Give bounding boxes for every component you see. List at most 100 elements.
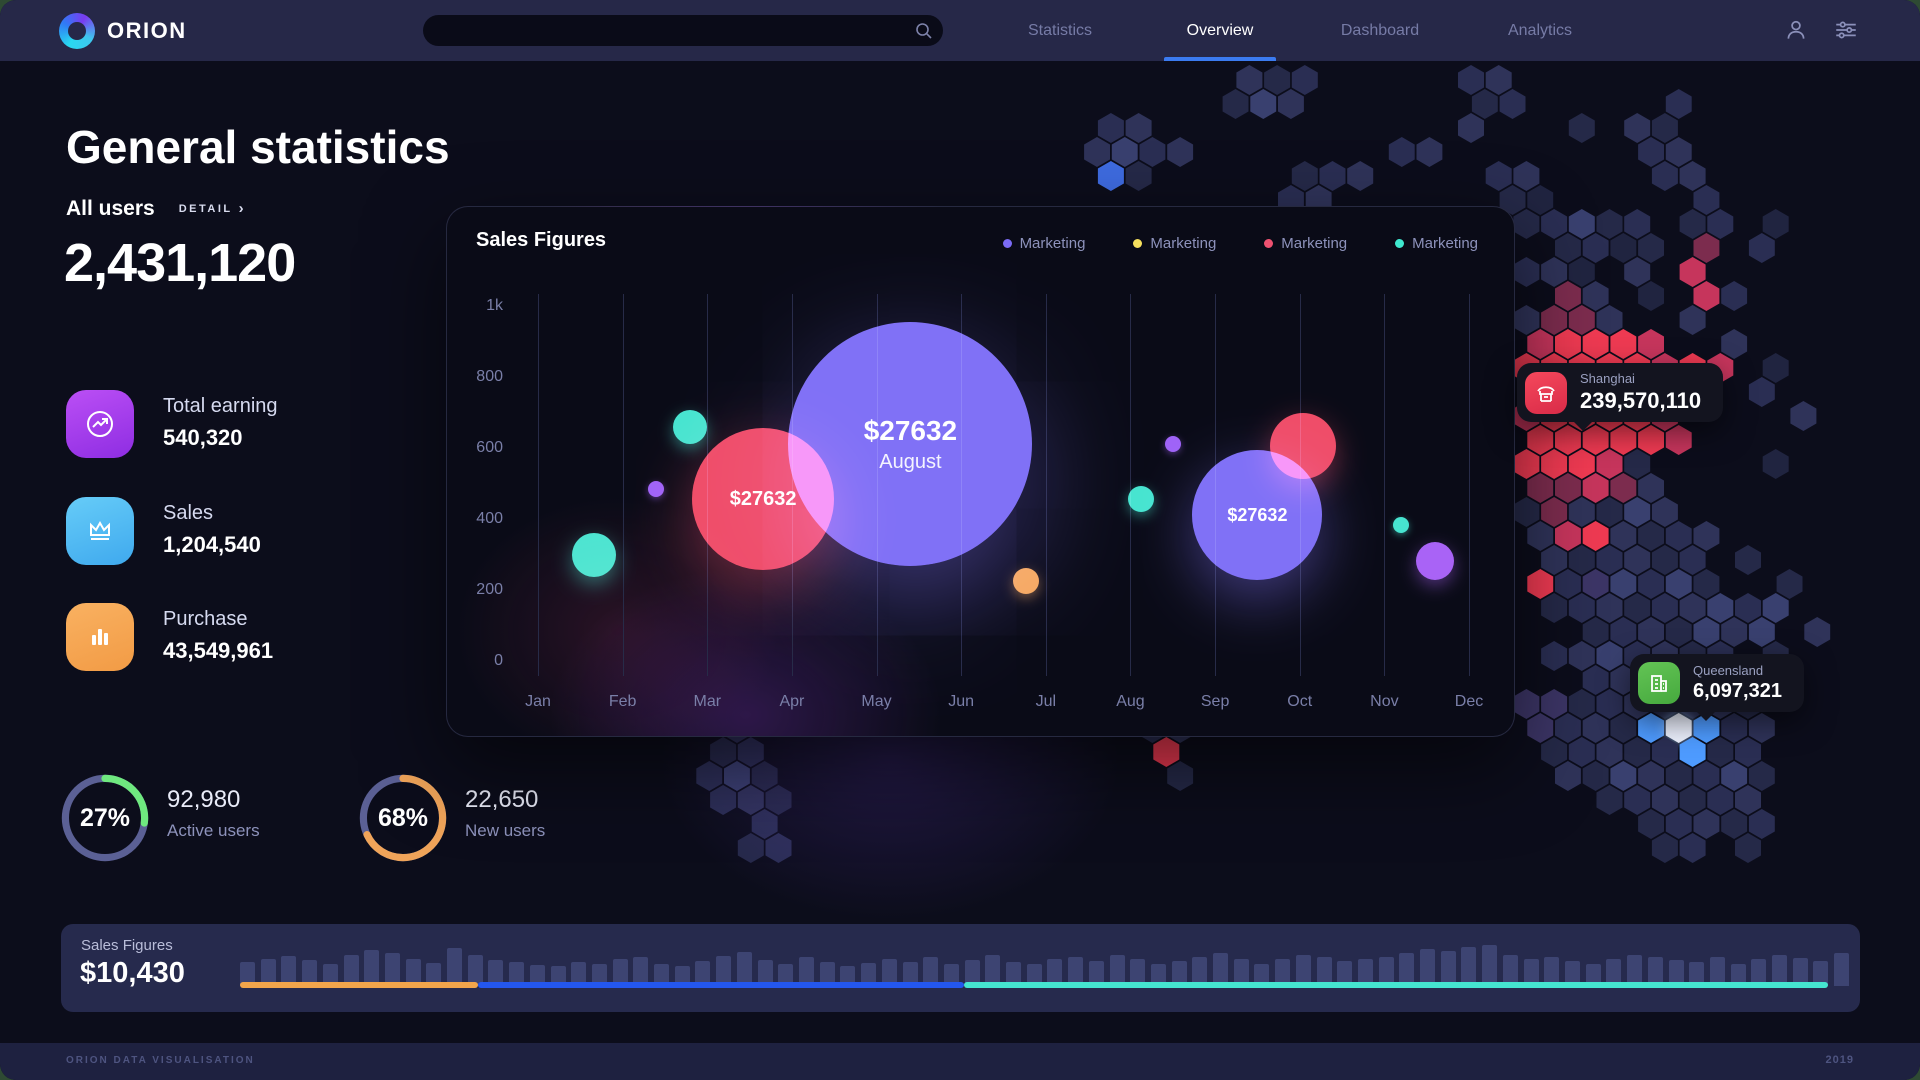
spark-bar	[1254, 964, 1270, 986]
spark-bar	[923, 957, 939, 986]
spark-bar	[405, 959, 421, 986]
total-users-value: 2,431,120	[64, 233, 296, 293]
bubble-value-label: $27632	[863, 414, 958, 446]
chart-bubble[interactable]	[1416, 541, 1455, 580]
legend-dot-icon	[1002, 239, 1012, 248]
spark-bar	[1544, 957, 1560, 986]
chart-bubble[interactable]: $27632 August	[788, 322, 1033, 567]
spark-bar	[716, 956, 732, 986]
tooltip-city: Queensland	[1693, 663, 1764, 678]
gridline	[1469, 294, 1471, 676]
x-axis-label: Aug	[1116, 693, 1145, 710]
spark-bar	[1668, 960, 1684, 986]
spark-bar	[281, 956, 297, 986]
search-icon[interactable]	[909, 16, 939, 46]
spark-bar	[302, 960, 318, 986]
spark-bar	[1337, 961, 1353, 986]
chart-bubble[interactable]: $27632	[1192, 450, 1323, 581]
legend-item[interactable]: Marketing	[1395, 235, 1478, 252]
spark-bar	[1399, 953, 1415, 986]
chart-bubble[interactable]	[571, 532, 616, 577]
spark-bar	[778, 964, 794, 986]
spark-bar	[985, 955, 1001, 986]
spark-bar	[1026, 964, 1042, 986]
stat-label: Total earning	[163, 395, 278, 417]
ring-value: 92,980	[167, 786, 241, 813]
stat-card-total-earning: Total earning 540,320	[66, 390, 278, 458]
footer: ORION DATA VISUALISATION 2019	[0, 1043, 1920, 1080]
spark-bar	[674, 966, 690, 986]
ring-percent: 68%	[377, 803, 429, 832]
spark-bar	[1316, 957, 1332, 986]
tooltip-value: 6,097,321	[1693, 680, 1782, 702]
chart-bubble[interactable]	[1270, 413, 1337, 480]
stat-value: 540,320	[163, 425, 243, 450]
page-title: General statistics	[66, 121, 450, 173]
spark-bar	[1585, 964, 1601, 986]
sparkline-bars	[240, 942, 1850, 986]
spark-bar	[1792, 958, 1808, 986]
spark-bar	[1772, 955, 1788, 986]
legend-item[interactable]: Marketing	[1002, 235, 1085, 252]
spark-bar	[1482, 945, 1498, 986]
spark-bar	[840, 966, 856, 986]
chart-bubble[interactable]	[1128, 486, 1155, 513]
legend-label: Marketing	[1281, 235, 1348, 252]
sparkline-progress	[240, 982, 1828, 988]
spark-bar	[1130, 959, 1146, 986]
map-tooltip-queensland: Queensland 6,097,321	[1630, 654, 1804, 721]
brand-name: ORION	[107, 18, 187, 43]
settings-sliders-icon[interactable]	[1832, 16, 1860, 44]
sparkline-title: Sales Figures	[81, 937, 173, 954]
spark-bar	[1502, 955, 1518, 986]
nav-icons	[1782, 16, 1860, 44]
spark-bar	[1751, 959, 1767, 986]
user-icon[interactable]	[1782, 16, 1810, 44]
nav-links: Statistics Overview Dashboard Analytics	[980, 0, 1620, 61]
building-icon	[1638, 662, 1680, 704]
trend-circle-icon	[66, 390, 134, 458]
search-input[interactable]	[423, 22, 909, 39]
chart-bubble[interactable]	[1013, 567, 1040, 594]
spark-bar	[1006, 962, 1022, 986]
chart-bubble[interactable]	[672, 409, 707, 444]
legend-item[interactable]: Marketing	[1264, 235, 1347, 252]
x-axis-label: Apr	[779, 693, 805, 710]
spark-bar	[571, 962, 587, 986]
spark-bar	[1523, 959, 1539, 986]
spark-bar	[654, 964, 670, 986]
gridline	[538, 294, 539, 676]
nav-item-analytics[interactable]: Analytics	[1507, 21, 1573, 39]
stat-card-sales: Sales 1,204,540	[66, 497, 261, 565]
detail-link[interactable]: DETAIL ›	[178, 200, 247, 217]
map-tooltip-shanghai: Shanghai 239,570,110	[1517, 363, 1724, 431]
spark-bar	[798, 957, 814, 986]
search-bar	[423, 15, 943, 46]
active-users-info: 92,980 Active users	[167, 786, 260, 841]
chart-bubble[interactable]	[1164, 436, 1181, 453]
chart-title: Sales Figures	[476, 229, 607, 251]
spark-bar	[633, 957, 649, 986]
spark-bar	[1109, 955, 1125, 986]
y-axis-label: 200	[476, 581, 503, 598]
chart-bubble[interactable]	[1393, 516, 1410, 533]
spark-progress-segment	[964, 982, 1828, 988]
nav-item-dashboard[interactable]: Dashboard	[1340, 21, 1420, 39]
spark-progress-segment	[478, 982, 964, 988]
y-axis-label: 1k	[486, 297, 503, 314]
gridline	[622, 294, 624, 676]
brand-logo[interactable]: ORION	[59, 13, 187, 49]
spark-bar	[1420, 949, 1436, 986]
legend-item[interactable]: Marketing	[1133, 235, 1216, 252]
spark-bar	[426, 963, 442, 986]
nav-item-statistics[interactable]: Statistics	[1027, 21, 1092, 39]
spark-bar	[447, 948, 463, 986]
spark-bar	[1440, 951, 1456, 986]
x-axis-label: Oct	[1287, 693, 1313, 710]
new-users-info: 22,650 New users	[465, 786, 545, 841]
chart-bubble[interactable]	[648, 480, 665, 497]
nav-item-overview[interactable]: Overview	[1140, 0, 1300, 61]
spark-bar	[1088, 961, 1104, 986]
gridline	[1045, 294, 1047, 676]
